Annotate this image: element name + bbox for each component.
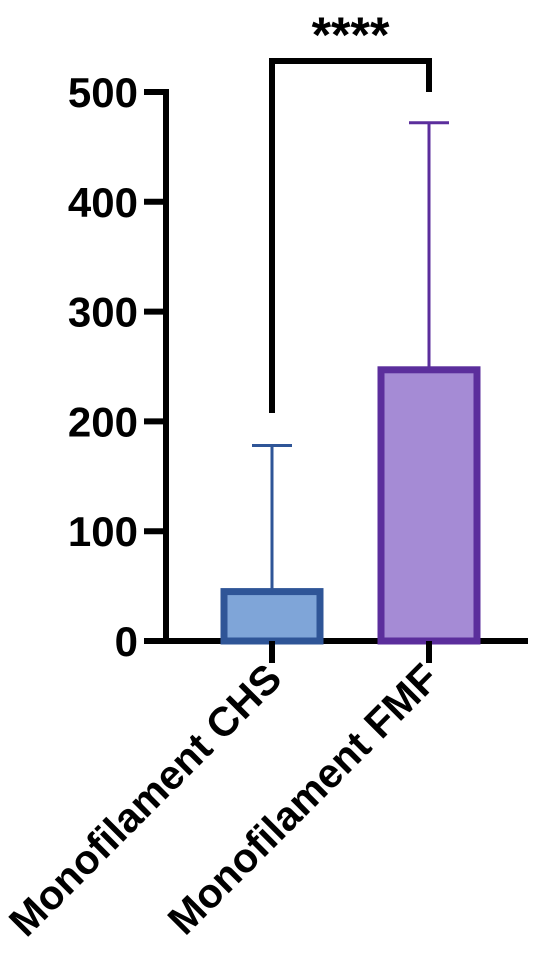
significance-label: **** <box>312 7 390 63</box>
error-bars <box>252 121 449 592</box>
x-tick-label: Monofilament CHS <box>0 655 290 945</box>
y-ticks: 0 100 200 300 400 500 <box>68 69 166 665</box>
bar <box>377 366 481 645</box>
bar <box>220 588 324 645</box>
y-tick-label: 500 <box>68 69 138 116</box>
y-tick-label: 0 <box>115 618 138 665</box>
y-tick-label: 100 <box>68 508 138 555</box>
bars <box>220 366 481 645</box>
x-tick-label: Monofilament FMF <box>159 655 448 944</box>
significance-bracket-line <box>269 58 432 413</box>
y-tick-label: 300 <box>68 289 138 336</box>
significance-bracket: **** <box>269 7 432 413</box>
y-tick-label: 400 <box>68 179 138 226</box>
y-tick-label: 200 <box>68 398 138 445</box>
